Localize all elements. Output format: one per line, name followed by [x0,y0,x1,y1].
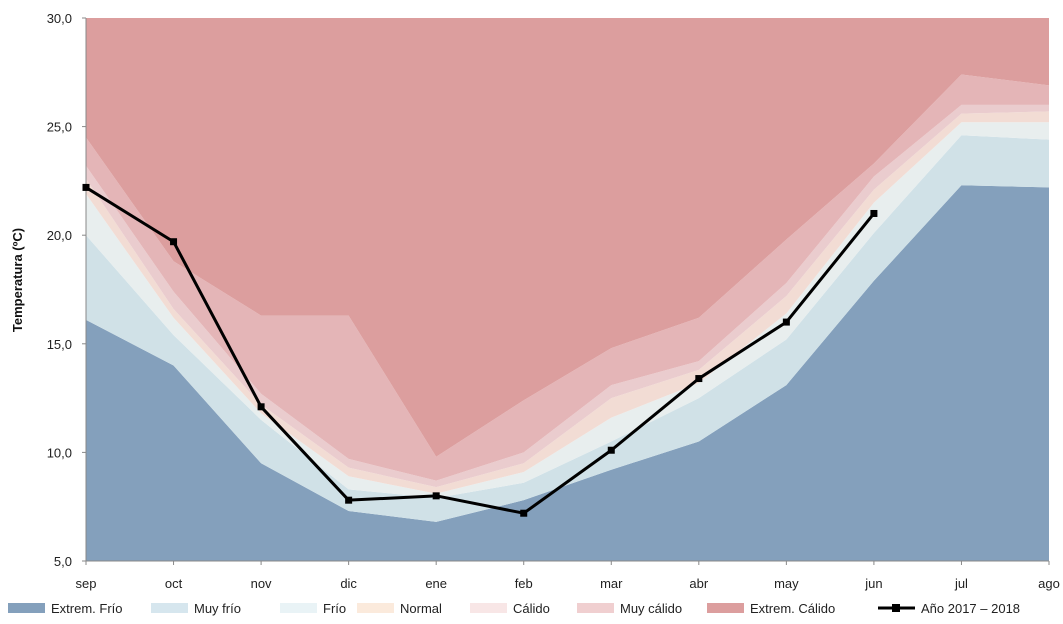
series-point [607,446,615,454]
series-point [695,375,703,383]
axes: 5,0 10,0 15,0 20,0 25,0 30,0 sep oct nov dic ene fe… [47,11,1060,591]
legend-label: Año 2017 – 2018 [921,601,1020,616]
climate-bands [86,18,1049,561]
band-extrem-frío [86,185,1049,561]
series-point [432,492,440,500]
y-tick-label: 10,0 [47,445,72,460]
data-series [82,183,878,517]
legend-swatch [280,603,317,613]
x-tick-label: ago [1038,576,1060,591]
legend-label: Muy cálido [620,601,682,616]
band-muy-frío [86,135,1049,522]
series-point [257,403,265,411]
legend-label: Frío [323,601,346,616]
x-tick-label: mar [600,576,623,591]
y-tick-label: 30,0 [47,11,72,26]
legend-swatch [357,603,394,613]
legend-swatch [577,603,614,613]
y-axis-label: Temperatura (ºC) [10,228,25,332]
x-tick-label: jun [864,576,882,591]
series-point [82,183,90,191]
legend-swatch [707,603,744,613]
y-tick-label: 25,0 [47,120,72,135]
series-point [520,509,528,517]
series-point [170,238,178,246]
legend-swatch [470,603,507,613]
y-tick-label: 15,0 [47,337,72,352]
series-line [85,186,876,515]
band-muy-cálido [86,74,1049,481]
legend-swatch [8,603,45,613]
band-extrem-cálido [86,18,1049,457]
legend: Extrem. Frío Muy frío Frío Normal Cálido Muy … [8,601,1020,616]
legend-label: Muy frío [194,601,241,616]
x-tick-label: feb [515,576,533,591]
x-tick-label: jul [954,576,968,591]
x-tick-label: oct [165,576,183,591]
y-tick-label: 20,0 [47,228,72,243]
x-tick-label: may [774,576,799,591]
legend-label: Cálido [513,601,550,616]
y-tick-label: 5,0 [54,554,72,569]
x-tick-label: dic [340,576,357,591]
x-tick-label: ene [425,576,447,591]
x-tick-label: sep [76,576,97,591]
legend-marker [892,604,900,612]
x-tick-label: nov [251,576,272,591]
series-point [345,496,353,504]
legend-label: Normal [400,601,442,616]
x-tick-label: abr [689,576,708,591]
series-point [870,209,878,217]
legend-label: Extrem. Frío [51,601,123,616]
legend-label: Extrem. Cálido [750,601,835,616]
series-point [782,318,790,326]
legend-swatch [151,603,188,613]
